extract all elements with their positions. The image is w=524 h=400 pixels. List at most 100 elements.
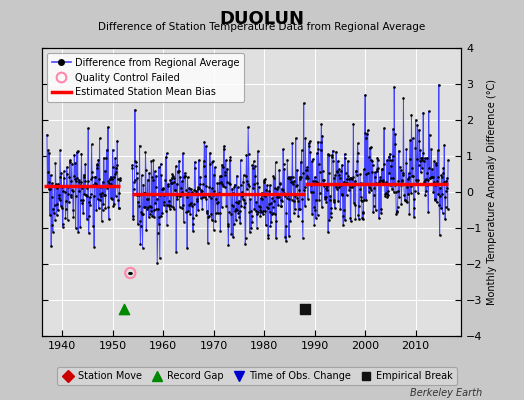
Point bbox=[285, 196, 293, 202]
Point bbox=[280, 193, 289, 199]
Point bbox=[194, 184, 203, 190]
Point bbox=[206, 160, 214, 167]
Point bbox=[213, 180, 222, 186]
Point bbox=[252, 208, 260, 214]
Point bbox=[140, 189, 149, 196]
Point bbox=[193, 186, 202, 192]
Point bbox=[265, 188, 274, 194]
Point bbox=[335, 184, 344, 190]
Point bbox=[349, 121, 357, 127]
Point bbox=[304, 140, 313, 146]
Point bbox=[103, 146, 111, 153]
Point bbox=[176, 204, 184, 210]
Point bbox=[162, 150, 171, 156]
Point bbox=[161, 177, 169, 183]
Point bbox=[274, 192, 282, 198]
Point bbox=[264, 232, 272, 238]
Point bbox=[251, 172, 259, 179]
Point bbox=[69, 187, 77, 194]
Point bbox=[261, 222, 270, 228]
Point bbox=[443, 174, 451, 181]
Point bbox=[208, 185, 216, 192]
Point bbox=[64, 191, 73, 197]
Point bbox=[375, 178, 383, 185]
Point bbox=[140, 189, 148, 196]
Point bbox=[167, 202, 176, 209]
Point bbox=[357, 180, 365, 186]
Point bbox=[431, 196, 440, 202]
Point bbox=[438, 191, 446, 197]
Point bbox=[171, 187, 180, 194]
Point bbox=[394, 178, 402, 184]
Point bbox=[300, 184, 309, 190]
Point bbox=[86, 202, 94, 208]
Point bbox=[47, 242, 56, 249]
Point bbox=[229, 234, 237, 240]
Point bbox=[362, 196, 370, 203]
Point bbox=[103, 178, 112, 184]
Point bbox=[310, 204, 318, 210]
Point bbox=[97, 193, 105, 200]
Point bbox=[200, 162, 208, 169]
Point bbox=[258, 191, 266, 198]
Point bbox=[135, 142, 144, 149]
Point bbox=[173, 169, 182, 175]
Point bbox=[227, 210, 235, 217]
Point bbox=[413, 177, 422, 184]
Point bbox=[195, 184, 203, 191]
Point bbox=[303, 173, 312, 179]
Point bbox=[304, 195, 312, 202]
Point bbox=[409, 196, 418, 202]
Point bbox=[86, 191, 95, 197]
Point bbox=[80, 172, 88, 178]
Point bbox=[50, 201, 59, 208]
Point bbox=[66, 158, 74, 165]
Point bbox=[78, 150, 86, 157]
Point bbox=[308, 156, 316, 163]
Point bbox=[353, 158, 362, 164]
Point bbox=[263, 204, 271, 210]
Point bbox=[210, 171, 219, 178]
Point bbox=[51, 160, 60, 167]
Point bbox=[419, 109, 428, 116]
Point bbox=[268, 210, 277, 216]
Point bbox=[108, 146, 117, 153]
Point bbox=[428, 174, 436, 180]
Point bbox=[194, 207, 202, 213]
Point bbox=[195, 157, 203, 163]
Point bbox=[370, 169, 379, 175]
Point bbox=[186, 210, 194, 217]
Point bbox=[395, 194, 403, 200]
Point bbox=[54, 181, 62, 187]
Point bbox=[431, 182, 439, 188]
Point bbox=[98, 190, 106, 196]
Point bbox=[146, 203, 154, 209]
Point bbox=[95, 135, 104, 141]
Point bbox=[104, 204, 113, 210]
Point bbox=[441, 194, 449, 200]
Point bbox=[276, 181, 285, 187]
Point bbox=[246, 229, 254, 235]
Point bbox=[271, 184, 279, 191]
Point bbox=[400, 192, 409, 198]
Point bbox=[120, 306, 128, 312]
Point bbox=[170, 179, 178, 185]
Point bbox=[62, 206, 70, 212]
Point bbox=[425, 132, 434, 138]
Point bbox=[364, 170, 372, 176]
Point bbox=[380, 180, 389, 187]
Point bbox=[104, 124, 112, 130]
Point bbox=[222, 157, 230, 164]
Point bbox=[378, 178, 386, 184]
Point bbox=[160, 199, 169, 206]
Point bbox=[352, 168, 360, 174]
Point bbox=[302, 164, 311, 171]
Point bbox=[135, 203, 143, 209]
Point bbox=[415, 126, 423, 133]
Point bbox=[272, 186, 281, 192]
Point bbox=[436, 205, 445, 212]
Point bbox=[78, 185, 86, 192]
Point bbox=[159, 185, 167, 192]
Point bbox=[75, 179, 83, 186]
Point bbox=[95, 176, 103, 182]
